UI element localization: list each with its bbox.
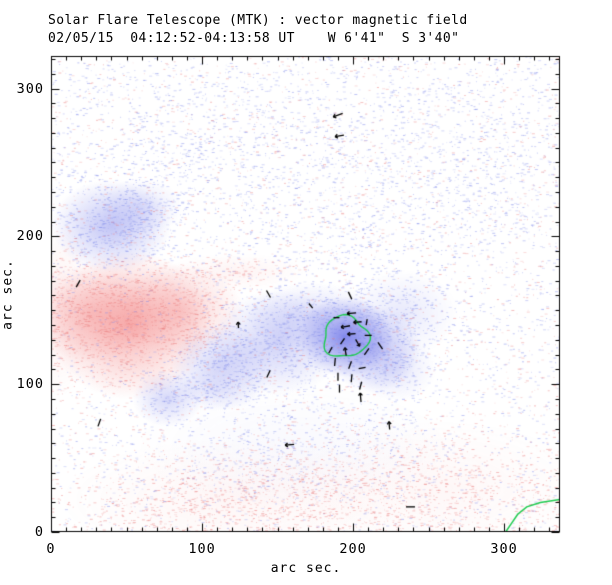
y-axis-title: arc sec. <box>0 259 16 330</box>
x-tick-label-0: 0 <box>46 541 56 557</box>
plot-title: Solar Flare Telescope (MTK) : vector mag… <box>48 13 468 28</box>
x-tick-label-200: 200 <box>339 541 367 557</box>
x-tick-label-300: 300 <box>490 541 518 557</box>
y-tick-label-200: 200 <box>16 228 44 245</box>
x-axis-title: arc sec. <box>270 561 342 576</box>
plot-subtitle-datetime-position: 02/05/15 04:12:52-04:13:58 UT W 6'41" S … <box>48 31 460 46</box>
y-tick-label-100: 100 <box>16 376 44 393</box>
y-tick-label-0: 0 <box>34 524 44 540</box>
y-tick-label-300: 300 <box>16 80 44 97</box>
x-tick-label-100: 100 <box>188 541 216 557</box>
